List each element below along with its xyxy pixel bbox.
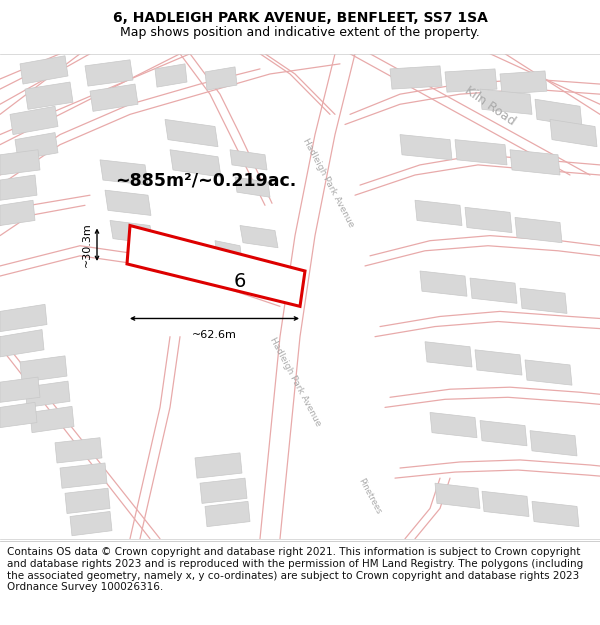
Polygon shape [165, 119, 218, 147]
Text: Map shows position and indicative extent of the property.: Map shows position and indicative extent… [120, 26, 480, 39]
Polygon shape [532, 501, 579, 527]
Polygon shape [90, 84, 138, 111]
Polygon shape [127, 226, 305, 306]
Text: ~30.3m: ~30.3m [82, 222, 92, 267]
Polygon shape [0, 402, 37, 428]
Polygon shape [520, 288, 567, 313]
Text: Hadleigh Park Avenue: Hadleigh Park Avenue [301, 137, 355, 229]
Polygon shape [60, 463, 107, 488]
Polygon shape [445, 69, 497, 92]
Polygon shape [105, 190, 151, 216]
Polygon shape [195, 453, 242, 478]
Polygon shape [480, 421, 527, 446]
Polygon shape [110, 221, 153, 244]
Polygon shape [435, 483, 480, 509]
Polygon shape [515, 217, 562, 242]
Polygon shape [0, 329, 44, 357]
Polygon shape [455, 139, 507, 165]
Polygon shape [100, 160, 148, 185]
Text: 6, HADLEIGH PARK AVENUE, BENFLEET, SS7 1SA: 6, HADLEIGH PARK AVENUE, BENFLEET, SS7 1… [113, 11, 487, 25]
Text: Contains OS data © Crown copyright and database right 2021. This information is : Contains OS data © Crown copyright and d… [7, 548, 583, 592]
Polygon shape [205, 67, 237, 90]
Polygon shape [415, 200, 462, 226]
Text: 6: 6 [234, 272, 246, 291]
Text: Kiln Road: Kiln Road [462, 84, 518, 128]
Polygon shape [525, 360, 572, 385]
Polygon shape [0, 175, 37, 200]
Text: ~885m²/~0.219ac.: ~885m²/~0.219ac. [115, 171, 296, 189]
Polygon shape [530, 431, 577, 456]
Polygon shape [0, 377, 40, 402]
Polygon shape [10, 106, 58, 134]
Polygon shape [25, 381, 70, 408]
Polygon shape [20, 56, 68, 84]
Polygon shape [240, 226, 278, 248]
Polygon shape [430, 412, 477, 437]
Polygon shape [230, 150, 267, 170]
Polygon shape [390, 66, 442, 89]
Text: ~62.6m: ~62.6m [192, 329, 237, 339]
Polygon shape [500, 71, 547, 94]
Polygon shape [480, 89, 532, 114]
Polygon shape [550, 119, 597, 147]
Polygon shape [25, 82, 73, 109]
Polygon shape [65, 488, 110, 514]
Polygon shape [235, 177, 270, 198]
Text: Pinetrees: Pinetrees [357, 477, 383, 516]
Polygon shape [205, 501, 250, 527]
Polygon shape [155, 64, 187, 87]
Polygon shape [535, 99, 582, 126]
Polygon shape [20, 356, 67, 382]
Polygon shape [15, 132, 58, 160]
Polygon shape [170, 150, 221, 177]
Polygon shape [85, 60, 133, 86]
Polygon shape [510, 150, 560, 175]
Polygon shape [475, 350, 522, 375]
Polygon shape [470, 278, 517, 303]
Polygon shape [0, 150, 40, 175]
Polygon shape [465, 208, 512, 232]
Polygon shape [215, 241, 242, 261]
Polygon shape [55, 438, 102, 463]
Text: Hadleigh Park Avenue: Hadleigh Park Avenue [268, 336, 322, 428]
Polygon shape [400, 134, 452, 160]
Polygon shape [0, 200, 35, 226]
Polygon shape [0, 304, 47, 332]
Polygon shape [30, 406, 74, 432]
Polygon shape [200, 478, 247, 503]
Polygon shape [420, 271, 467, 296]
Polygon shape [482, 491, 529, 516]
Polygon shape [425, 342, 472, 367]
Polygon shape [70, 511, 112, 536]
